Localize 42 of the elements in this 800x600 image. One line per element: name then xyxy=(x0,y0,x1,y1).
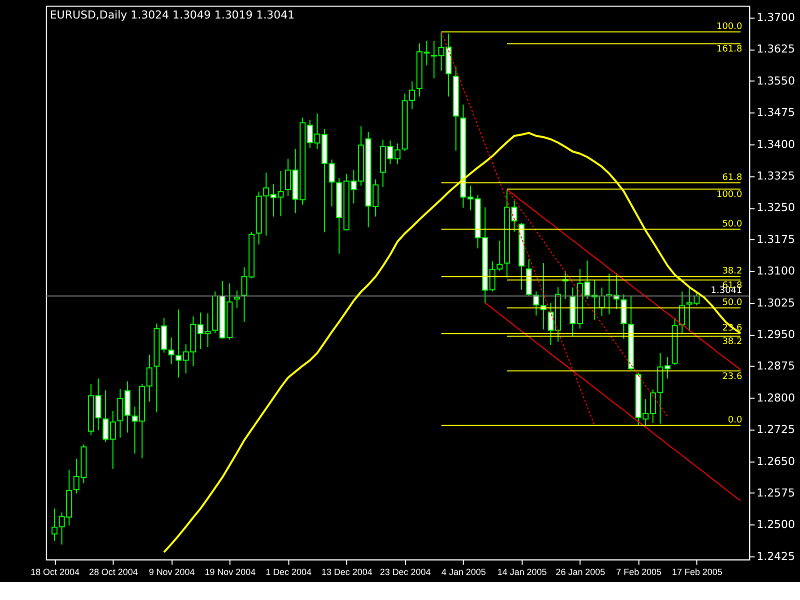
x-tick-label: 17 Feb 2005 xyxy=(672,566,722,577)
x-tick-label: 18 Oct 2004 xyxy=(30,566,80,577)
chart-title: EURUSD,Daily 1.3024 1.3049 1.3019 1.3041 xyxy=(50,8,295,22)
ref-line-label: 1.3041 xyxy=(710,286,742,296)
y-tick-label: 1.2875 xyxy=(756,360,796,373)
x-tick-label: 13 Dec 2004 xyxy=(321,566,372,577)
series-label: 38.2 xyxy=(722,337,742,348)
y-tick-label: 1.3025 xyxy=(756,296,796,310)
y-tick-label: 1.3700 xyxy=(756,11,796,24)
y-tick-label: 1.2950 xyxy=(756,328,796,341)
y-tick-label: 1.2500 xyxy=(756,518,796,532)
y-tick-label: 1.3550 xyxy=(756,74,796,88)
y-tick-label: 1.3625 xyxy=(756,42,796,56)
y-tick-label: 1.3325 xyxy=(756,170,796,183)
x-tick-label: 9 Nov 2004 xyxy=(148,566,195,577)
x-tick-label: 26 Jan 2005 xyxy=(556,566,606,577)
series-label: 161.8 xyxy=(716,44,742,55)
x-tick-label: 4 Jan 2005 xyxy=(441,566,486,577)
x-tick-label: 19 Nov 2004 xyxy=(204,566,256,577)
series-label: 23.6 xyxy=(722,372,742,382)
y-tick-label: 1.2650 xyxy=(756,454,796,468)
x-tick-label: 14 Jan 2005 xyxy=(497,566,547,577)
series-label: 100.0 xyxy=(716,22,742,32)
series-label: 50.0 xyxy=(722,219,742,230)
series-label: 100.0 xyxy=(716,190,742,200)
x-tick-label: 1 Dec 2004 xyxy=(266,566,312,577)
x-tick-label: 7 Feb 2005 xyxy=(616,566,662,577)
y-tick-label: 1.3175 xyxy=(756,232,796,246)
series-label: 0.0 xyxy=(728,415,742,426)
x-tick-label: 23 Dec 2004 xyxy=(380,566,431,577)
x-tick-label: 28 Oct 2004 xyxy=(88,566,138,577)
y-tick-label: 1.3400 xyxy=(756,138,796,151)
y-tick-label: 1.2575 xyxy=(756,486,796,500)
series-label: 38.2 xyxy=(722,266,742,277)
y-tick-label: 1.2425 xyxy=(756,550,796,563)
y-tick-label: 1.3475 xyxy=(756,106,796,120)
series-label: 50.0 xyxy=(722,298,742,308)
y-tick-label: 1.3100 xyxy=(756,264,796,278)
series-label: 61.8 xyxy=(722,172,742,183)
y-tick-label: 1.2800 xyxy=(756,391,796,404)
y-tick-label: 1.2725 xyxy=(756,423,796,436)
y-tick-label: 1.3250 xyxy=(756,201,796,214)
